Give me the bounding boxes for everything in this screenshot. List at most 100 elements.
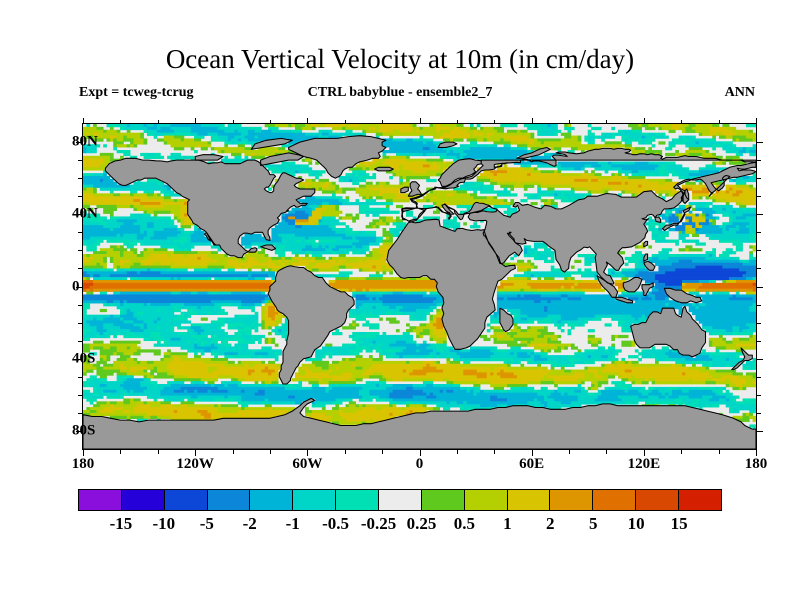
field-cell [570, 277, 575, 281]
field-cell [439, 129, 451, 134]
field-cell [153, 132, 165, 136]
field-cell [651, 135, 656, 139]
field-cell [237, 352, 255, 356]
field-cell [136, 236, 144, 240]
field-cell [311, 268, 319, 272]
land-eurasia_africa [386, 148, 756, 350]
field-cell [241, 303, 255, 307]
field-cell [618, 395, 639, 399]
field-cell [133, 320, 144, 324]
field-cell [611, 164, 659, 168]
field-cell [163, 358, 175, 362]
field-cell [389, 320, 400, 324]
field-cell [190, 230, 195, 235]
field-cell [685, 372, 710, 376]
field-cell [483, 389, 501, 394]
field-cell [365, 259, 387, 264]
field-cell [688, 152, 703, 157]
field-cell [480, 173, 494, 177]
field-cell [385, 375, 478, 379]
field-cell [167, 187, 171, 191]
field-cell [651, 236, 656, 240]
field-cell [382, 352, 397, 356]
field-cell [695, 242, 706, 246]
field-cell [550, 199, 555, 203]
field-cell [177, 326, 185, 330]
field-cell [83, 236, 91, 240]
field-cell [422, 381, 434, 385]
field-cell [432, 392, 474, 396]
field-cell [624, 360, 629, 365]
land-australia [630, 306, 706, 357]
field-cell [527, 248, 538, 252]
field-cell [170, 144, 198, 148]
field-cell [177, 216, 181, 220]
field-cell [520, 386, 528, 391]
field-cell [496, 306, 545, 310]
field-cell [698, 401, 737, 405]
field-cell [544, 360, 558, 365]
field-cell [722, 230, 737, 235]
field-cell [217, 375, 235, 379]
field-cell [298, 181, 303, 186]
field-cell [348, 352, 360, 356]
field-cell [96, 262, 101, 266]
coastline-luzon [643, 253, 649, 262]
field-cell [338, 259, 346, 264]
field-cell [698, 213, 703, 217]
field-cell [268, 407, 272, 411]
field-cell [99, 152, 114, 157]
field-cell [550, 152, 558, 157]
field-cell [570, 343, 575, 347]
field-cell [513, 254, 518, 258]
field-cell [712, 248, 716, 252]
field-cell [742, 363, 753, 368]
field-cell [705, 366, 710, 370]
field-cell [527, 271, 531, 275]
field-cell [362, 366, 370, 370]
field-cell [237, 144, 245, 148]
field-cell [729, 161, 747, 165]
field-cell [739, 326, 750, 330]
field-cell [342, 410, 356, 414]
field-cell [379, 355, 383, 359]
field-cell [412, 340, 417, 344]
field-cell [560, 294, 568, 298]
land-baffin [260, 152, 304, 166]
field-cell [459, 210, 464, 214]
field-cell [167, 381, 171, 385]
field-cell [503, 262, 511, 266]
field-cell [752, 144, 756, 148]
field-cell [698, 167, 703, 171]
field-cell [264, 323, 276, 327]
field-cell [473, 196, 488, 200]
field-cell [537, 187, 541, 191]
field-cell [83, 254, 87, 258]
field-cell [237, 381, 242, 385]
colorbar-cell [593, 490, 637, 510]
field-cell [496, 285, 504, 290]
field-cell [749, 176, 756, 180]
field-cell [688, 144, 713, 148]
field-cell [752, 207, 756, 212]
field-cell [527, 254, 531, 258]
field-cell [752, 173, 756, 177]
field-cell [537, 129, 541, 134]
field-cell [274, 178, 279, 183]
field-cell [591, 355, 602, 359]
field-cell [261, 308, 266, 313]
field-cell [268, 366, 282, 370]
field-cell [295, 372, 299, 376]
field-cell [493, 332, 508, 336]
field-cell [715, 349, 720, 353]
field-cell [197, 311, 208, 316]
field-cell [130, 144, 134, 148]
y-tick-minor-right [757, 232, 761, 234]
field-cell [247, 369, 255, 373]
field-cell [540, 245, 548, 249]
field-cell [513, 358, 528, 362]
y-tick-minor-right [757, 394, 761, 396]
field-cell [173, 199, 178, 203]
field-cell [116, 150, 131, 154]
field-cell [375, 239, 380, 243]
